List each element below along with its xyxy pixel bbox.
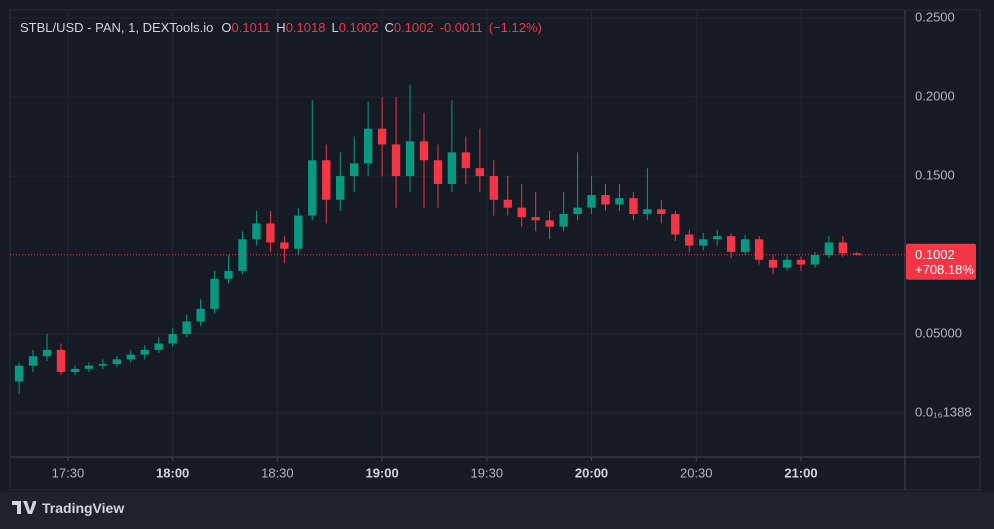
x-tick-label: 21:00 bbox=[784, 465, 817, 480]
candle-body bbox=[587, 195, 596, 208]
candle-body bbox=[531, 217, 540, 221]
change-percent: (−1.12%) bbox=[488, 20, 542, 35]
candles bbox=[14, 84, 862, 395]
x-tick-label: 19:00 bbox=[365, 465, 398, 480]
candle-body bbox=[629, 198, 638, 214]
candle-body bbox=[461, 152, 471, 169]
candle-body bbox=[140, 349, 149, 355]
candle-body bbox=[685, 234, 694, 246]
candle-body bbox=[615, 198, 624, 205]
candle-body bbox=[517, 207, 526, 218]
ohlc-label: L bbox=[331, 20, 339, 35]
footer: TradingView bbox=[12, 500, 124, 516]
candle-body bbox=[56, 349, 66, 372]
candle-body bbox=[489, 176, 498, 200]
candle-body bbox=[294, 215, 303, 249]
candle-body bbox=[28, 356, 38, 366]
candle-body bbox=[168, 334, 177, 344]
candle-body bbox=[559, 213, 568, 227]
symbol-title: STBL/USD - PAN, 1, DEXTools.io bbox=[20, 20, 214, 35]
candle-body bbox=[643, 209, 652, 214]
candle-body bbox=[713, 236, 722, 240]
chart: 0.1002+708.18% 0.25000.20000.15000.05000… bbox=[9, 9, 981, 491]
overlay: 0.1002+708.18% bbox=[10, 243, 976, 280]
x-tick-label: 19:30 bbox=[471, 465, 504, 480]
candle-body bbox=[98, 364, 108, 366]
candle-body bbox=[280, 242, 289, 249]
candle-body bbox=[84, 365, 94, 369]
last-price-label: 0.1002 bbox=[915, 247, 955, 262]
ohlc-value: 0.1011 bbox=[231, 20, 271, 35]
ohlc-label: C bbox=[384, 20, 394, 35]
x-tick-label: 17:30 bbox=[52, 465, 85, 480]
candle-body bbox=[126, 354, 135, 360]
ohlc-value: 0.1018 bbox=[285, 20, 326, 35]
candle-body bbox=[447, 152, 457, 184]
candle-body bbox=[377, 128, 387, 145]
y-tick-label: 0.2000 bbox=[915, 88, 955, 103]
candle-body bbox=[796, 259, 806, 265]
candle-body bbox=[266, 223, 275, 243]
candle-body bbox=[699, 239, 708, 246]
grid bbox=[10, 10, 905, 457]
candle-body bbox=[336, 176, 345, 200]
x-tick-label: 18:30 bbox=[261, 465, 294, 480]
ohlc-label: O bbox=[221, 20, 232, 35]
candle-body bbox=[308, 160, 317, 216]
candle-body bbox=[70, 368, 80, 372]
last-price-tag bbox=[906, 243, 976, 280]
candle-body bbox=[322, 160, 331, 200]
candle-body bbox=[405, 141, 415, 177]
candle-body bbox=[782, 259, 792, 268]
y-tick-label: 0.0₁₆1388 bbox=[915, 405, 972, 420]
candle-body bbox=[657, 209, 666, 214]
candle-body bbox=[252, 223, 261, 240]
candle-body bbox=[740, 239, 750, 252]
candle-body bbox=[601, 195, 610, 205]
candle-body bbox=[154, 343, 163, 350]
legend-header: STBL/USD - PAN, 1, DEXTools.io O0.1011 H0.… bbox=[20, 20, 548, 35]
candle-body bbox=[363, 128, 373, 164]
last-change-label: +708.18% bbox=[915, 262, 974, 277]
candle-body bbox=[196, 308, 205, 322]
ohlc-value: 0.1002 bbox=[338, 20, 379, 35]
candle-body bbox=[768, 259, 778, 268]
brand-name: TradingView bbox=[42, 500, 125, 516]
x-tick-label: 20:00 bbox=[575, 465, 608, 480]
candle-body bbox=[433, 160, 443, 184]
x-tick-label: 20:30 bbox=[680, 465, 713, 480]
candle-body bbox=[210, 278, 219, 309]
candle-body bbox=[503, 199, 512, 208]
change-value: -0.0011 bbox=[439, 20, 483, 35]
candle-body bbox=[545, 220, 554, 227]
candle-body bbox=[726, 236, 736, 252]
y-tick-label: 0.05000 bbox=[915, 326, 962, 341]
candle-body bbox=[349, 163, 359, 177]
candle-body bbox=[671, 213, 680, 235]
candle-body bbox=[112, 359, 122, 365]
y-tick-label: 0.2500 bbox=[915, 9, 955, 24]
candle-body bbox=[852, 253, 862, 255]
ohlc-value: 0.1002 bbox=[393, 20, 434, 35]
candle-body bbox=[838, 242, 848, 254]
x-tick-label: 18:00 bbox=[156, 465, 189, 480]
candle-body bbox=[42, 349, 52, 357]
chart-frame bbox=[9, 9, 981, 491]
candle-body bbox=[182, 321, 191, 335]
brand-logo bbox=[12, 501, 36, 514]
candle-body bbox=[224, 270, 233, 279]
candle-body bbox=[754, 239, 764, 260]
candle-body bbox=[810, 255, 820, 265]
candle-body bbox=[14, 365, 24, 382]
candle-body bbox=[419, 141, 429, 161]
candle-body bbox=[238, 239, 247, 271]
candle-body bbox=[391, 144, 401, 177]
candle-body bbox=[824, 242, 834, 256]
ohlc-label: H bbox=[276, 20, 286, 35]
y-tick-label: 0.1500 bbox=[915, 168, 955, 183]
candle-body bbox=[475, 168, 485, 177]
candle-body bbox=[573, 207, 582, 214]
